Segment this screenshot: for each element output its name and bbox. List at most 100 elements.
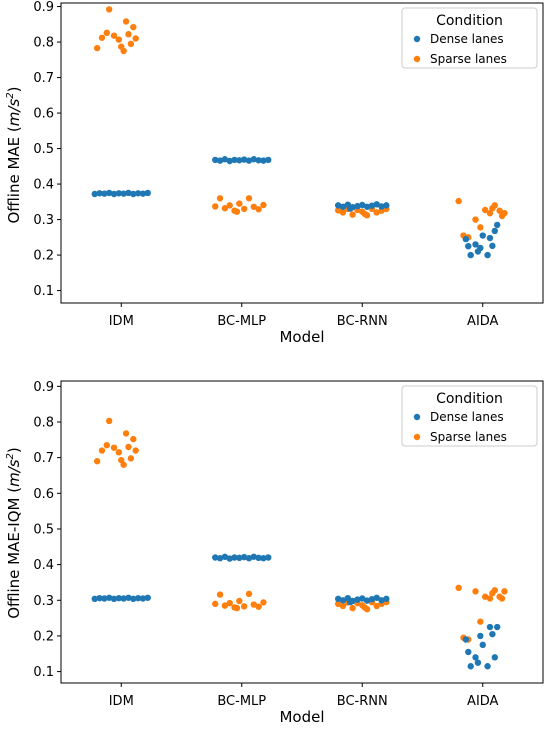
y-tick-label: 0.8 <box>33 36 54 51</box>
data-point-sparse-lanes <box>245 195 253 202</box>
data-point-dense-lanes <box>359 595 366 602</box>
data-point-sparse-lanes <box>349 604 356 612</box>
data-point-sparse-lanes <box>486 209 494 217</box>
data-point-sparse-lanes <box>212 600 219 608</box>
data-point-dense-lanes <box>363 203 371 210</box>
data-point-dense-lanes <box>383 595 390 603</box>
y-tick-label: 0.2 <box>33 629 54 644</box>
legend-marker <box>413 55 421 63</box>
data-point-sparse-lanes <box>349 211 356 218</box>
data-point-sparse-lanes <box>339 209 347 216</box>
legend-label: Sparse lanes <box>430 430 507 444</box>
data-point-sparse-lanes <box>98 447 106 454</box>
data-point-dense-lanes <box>462 235 470 243</box>
data-point-sparse-lanes <box>498 595 506 602</box>
data-point-sparse-lanes <box>361 604 368 611</box>
data-point-sparse-lanes <box>115 36 123 43</box>
y-tick-label: 0.8 <box>33 416 54 431</box>
data-point-dense-lanes <box>231 156 238 164</box>
data-point-dense-lanes <box>236 157 243 164</box>
data-point-dense-lanes <box>462 636 470 643</box>
x-tick-label: BC-MLP <box>217 314 266 329</box>
data-point-sparse-lanes <box>501 209 508 217</box>
data-point-dense-lanes <box>479 641 486 649</box>
x-axis-label: Model <box>279 328 324 346</box>
data-point-dense-lanes <box>91 190 98 198</box>
data-point-dense-lanes <box>91 595 98 603</box>
data-point-dense-lanes <box>101 595 108 602</box>
y-tick-label: 0.4 <box>33 178 54 193</box>
legend-marker <box>413 413 421 421</box>
y-tick-label: 0.9 <box>33 0 54 15</box>
data-point-dense-lanes <box>139 190 147 197</box>
data-point-sparse-lanes <box>260 201 267 209</box>
data-point-sparse-lanes <box>226 599 233 607</box>
data-point-dense-lanes <box>494 221 501 229</box>
data-point-dense-lanes <box>240 156 248 163</box>
data-point-dense-lanes <box>139 595 147 602</box>
legend-label: Dense lanes <box>430 410 504 424</box>
data-point-dense-lanes <box>236 554 243 562</box>
data-point-dense-lanes <box>96 594 103 602</box>
y-tick-label: 0.1 <box>33 665 54 680</box>
data-point-dense-lanes <box>115 594 123 602</box>
data-point-dense-lanes <box>491 227 498 235</box>
data-point-sparse-lanes <box>455 197 462 205</box>
x-tick-label: AIDA <box>467 694 499 709</box>
data-point-dense-lanes <box>255 554 262 562</box>
data-point-dense-lanes <box>489 242 496 250</box>
data-point-dense-lanes <box>212 156 219 164</box>
data-point-sparse-lanes <box>118 456 125 464</box>
y-tick-label: 0.3 <box>33 594 54 609</box>
data-point-dense-lanes <box>465 648 472 656</box>
data-point-sparse-lanes <box>496 207 503 214</box>
data-point-sparse-lanes <box>110 32 118 39</box>
data-point-sparse-lanes <box>501 588 508 595</box>
data-point-dense-lanes <box>221 156 229 163</box>
data-point-dense-lanes <box>260 555 267 562</box>
x-tick-label: BC-RNN <box>337 694 388 709</box>
data-point-sparse-lanes <box>216 591 224 598</box>
data-point-sparse-lanes <box>98 34 106 41</box>
legend-label: Sparse lanes <box>430 52 507 66</box>
y-axis-label: Offline MAE-IQM (m/s2) <box>5 447 23 619</box>
data-point-sparse-lanes <box>481 593 489 600</box>
data-point-sparse-lanes <box>93 44 101 52</box>
data-point-dense-lanes <box>245 157 253 164</box>
data-point-sparse-lanes <box>489 205 496 212</box>
y-tick-label: 0.5 <box>33 522 54 537</box>
data-point-sparse-lanes <box>255 603 262 610</box>
data-point-sparse-lanes <box>481 206 489 214</box>
y-tick-label: 0.6 <box>33 487 54 502</box>
data-point-dense-lanes <box>125 189 132 197</box>
y-tick-label: 0.7 <box>33 451 54 466</box>
data-point-sparse-lanes <box>455 584 462 592</box>
data-point-dense-lanes <box>479 232 486 239</box>
y-tick-label: 0.9 <box>33 380 54 395</box>
data-point-sparse-lanes <box>130 23 137 31</box>
data-point-dense-lanes <box>489 630 496 638</box>
data-point-sparse-lanes <box>250 203 257 210</box>
data-point-sparse-lanes <box>236 200 243 207</box>
data-point-sparse-lanes <box>93 458 101 465</box>
x-tick-label: IDM <box>109 694 134 709</box>
data-point-dense-lanes <box>265 554 272 561</box>
x-tick-label: BC-RNN <box>337 314 388 329</box>
x-tick-label: BC-MLP <box>217 694 266 709</box>
data-point-sparse-lanes <box>130 435 137 443</box>
data-point-dense-lanes <box>494 623 501 631</box>
data-point-dense-lanes <box>226 157 233 165</box>
data-point-dense-lanes <box>368 202 376 209</box>
data-point-sparse-lanes <box>477 618 484 625</box>
y-tick-label: 0.7 <box>33 71 54 86</box>
data-point-sparse-lanes <box>373 209 380 216</box>
data-point-dense-lanes <box>465 242 472 250</box>
data-point-sparse-lanes <box>255 206 262 213</box>
y-tick-label: 0.5 <box>33 142 54 157</box>
data-point-sparse-lanes <box>472 216 479 223</box>
data-point-dense-lanes <box>334 595 342 603</box>
legend-title: Condition <box>436 391 503 407</box>
legend-marker <box>413 433 421 441</box>
data-point-sparse-lanes <box>240 603 248 610</box>
